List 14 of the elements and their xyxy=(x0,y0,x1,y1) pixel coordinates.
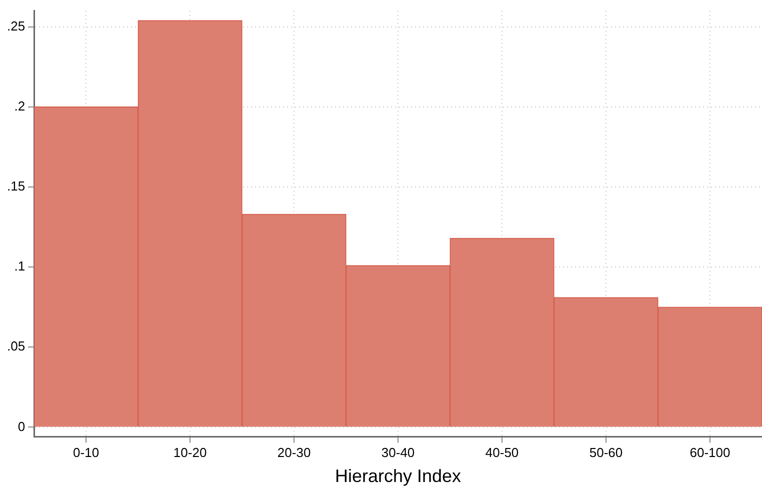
y-tick-label: .05 xyxy=(6,338,26,354)
x-tick-label: 20-30 xyxy=(277,445,311,460)
x-tick-label: 50-60 xyxy=(589,445,623,460)
y-tick-label: .15 xyxy=(6,178,26,194)
x-tick-label: 30-40 xyxy=(381,445,415,460)
y-tick-label: .1 xyxy=(14,258,26,274)
x-tick-label: 40-50 xyxy=(485,445,519,460)
x-tick-label: 0-10 xyxy=(73,445,100,460)
x-axis-title: Hierarchy Index xyxy=(335,466,462,486)
x-tick-label: 10-20 xyxy=(173,445,207,460)
y-tick-label: .25 xyxy=(6,18,26,34)
y-tick-label: .2 xyxy=(14,98,26,114)
y-tick-label: 0 xyxy=(18,418,26,434)
x-tick-label: 60-100 xyxy=(690,445,730,460)
